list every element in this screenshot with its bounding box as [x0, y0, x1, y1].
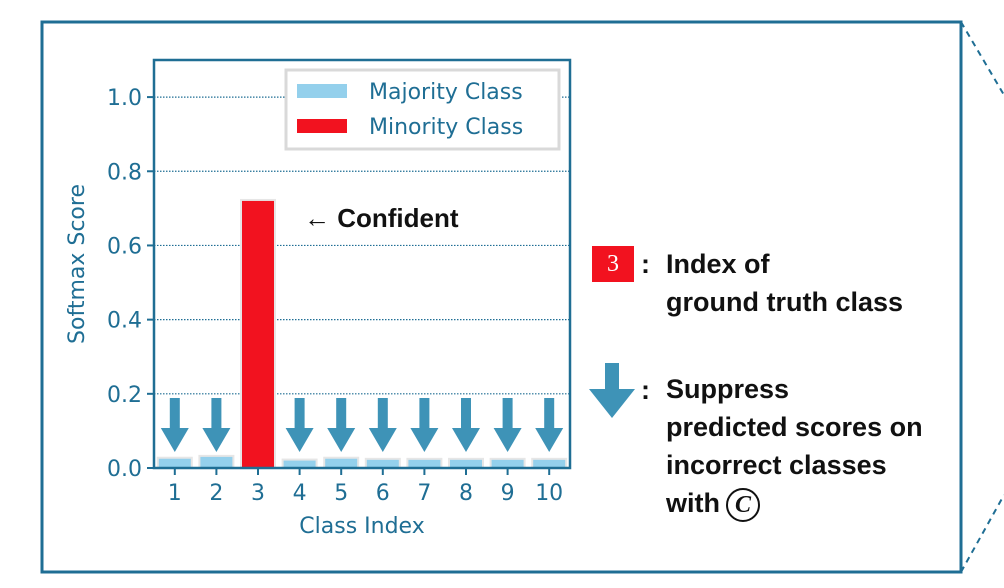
outer-frame [40, 20, 963, 574]
y-tick-label: 1.0 [107, 86, 142, 111]
x-tick-label: 8 [459, 481, 473, 506]
x-tick-label: 10 [535, 481, 563, 506]
x-tick-label: 7 [417, 481, 431, 506]
y-axis-label: Softmax Score [65, 184, 90, 344]
y-tick-label: 0.6 [107, 234, 142, 259]
suppress-arrow-icon [327, 428, 356, 452]
ground-truth-index-box: 3 [592, 246, 634, 282]
bar [325, 458, 358, 468]
suppress-arrow-icon [589, 363, 635, 418]
plot-frame [152, 58, 572, 470]
suppress-arrow-icon [169, 398, 180, 428]
y-tick-label: 0.8 [107, 160, 142, 185]
ground-truth-line-2: ground truth class [666, 287, 904, 317]
suppress-arrow-icon [294, 398, 305, 428]
suppress-arrow-icon [285, 428, 314, 452]
bar [242, 200, 274, 469]
suppress-colon: : [641, 375, 650, 405]
suppress-arrow-icon [160, 428, 189, 452]
suppress-arrow-icon [544, 398, 555, 428]
suppress-line-4-text: with [666, 488, 720, 518]
bar [283, 460, 316, 468]
suppress-arrow-icon [377, 398, 388, 428]
ground-truth-colon: : [641, 249, 650, 279]
y-tick-label: 0.0 [107, 457, 142, 482]
suppress-line-3: incorrect classes [666, 450, 887, 480]
suppress-arrow-icon [535, 428, 564, 452]
suppress-arrow-icon [461, 398, 471, 428]
suppress-line-2: predicted scores on [666, 412, 923, 442]
confident-annotation: ← Confident [304, 203, 459, 233]
x-tick-label: 3 [251, 481, 265, 506]
legend-label: Majority Class [369, 80, 523, 105]
x-tick-label: 2 [209, 481, 223, 506]
x-tick-label: 4 [293, 481, 307, 506]
suppress-arrow-icon [502, 398, 513, 428]
x-tick-label: 6 [376, 481, 390, 506]
suppress-arrow-icon [452, 428, 480, 452]
suppress-arrow-icon [368, 428, 397, 452]
legend-swatch [297, 84, 347, 98]
bar [450, 459, 482, 468]
legend-swatch [297, 119, 347, 133]
suppress-arrow-icon [211, 398, 222, 428]
ground-truth-label: Index of ground truth class [666, 245, 903, 321]
c-symbol-icon: C [726, 487, 760, 522]
legend-box [284, 68, 561, 151]
plot-area: 0.0 0.2 0.4 0.6 0.8 1.0 1 2 3 4 5 6 7 8 9 10 Class Index… [65, 58, 572, 539]
frame-dashed-line-bottom [960, 494, 1004, 573]
bar [158, 458, 191, 468]
bar [408, 459, 441, 468]
x-tick-label: 9 [501, 481, 515, 506]
x-tick-label: 1 [168, 481, 182, 506]
bar [533, 459, 566, 468]
y-tick-label: 0.2 [107, 383, 142, 408]
suppress-arrow-icon [202, 428, 231, 452]
bar [366, 459, 399, 468]
suppress-arrow-icon [419, 398, 430, 428]
suppress-arrow-icon [493, 428, 522, 452]
suppress-label: Suppress predicted scores on incorrect c… [666, 370, 923, 522]
suppress-line-1: Suppress [666, 374, 790, 404]
bar [491, 459, 524, 468]
y-tick-label: 0.4 [107, 309, 142, 334]
legend-label: Minority Class [369, 115, 523, 140]
x-tick-label: 5 [334, 481, 348, 506]
bar [200, 456, 233, 468]
x-axis-label: Class Index [299, 514, 424, 539]
suppress-line-4: with C [666, 484, 923, 522]
ground-truth-line-1: Index of [666, 249, 770, 279]
suppress-arrow-icon [336, 398, 347, 428]
frame-dashed-line-top [960, 21, 1004, 96]
suppress-arrow-icon [410, 428, 439, 452]
